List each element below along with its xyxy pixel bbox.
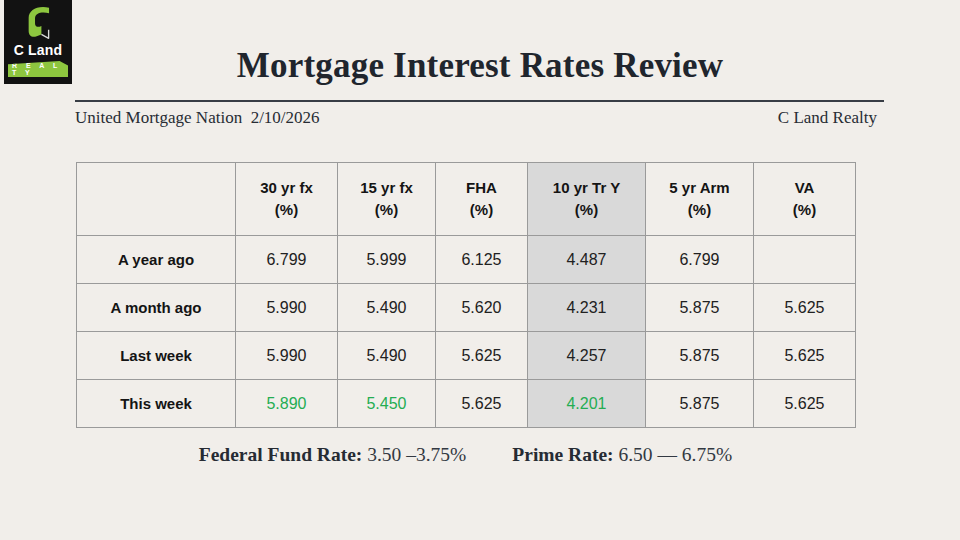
rate-cell: 5.875 [646,284,754,332]
rate-cell: 5.490 [338,284,436,332]
row-label: This week [77,380,236,428]
rate-cell: 4.487 [528,236,646,284]
table-header-row: 30 yr fx(%) 15 yr fx(%) FHA(%) 10 yr Tr … [77,163,856,236]
federal-fund-rate-value: 3.50 –3.75% [367,444,466,465]
rate-cell: 5.450 [338,380,436,428]
rate-cell: 5.620 [436,284,528,332]
federal-fund-rate-label: Federal Fund Rate: [199,444,363,465]
corner-cell [77,163,236,236]
subtitle-company: C Land Realty [778,108,877,128]
rate-cell: 6.799 [236,236,338,284]
prime-rate: Prime Rate: 6.50 — 6.75% [512,444,732,466]
column-header-15yr-fx: 15 yr fx(%) [338,163,436,236]
rate-cell: 5.490 [338,332,436,380]
rate-cell: 5.625 [436,332,528,380]
row-label: Last week [77,332,236,380]
rate-cell: 5.990 [236,332,338,380]
rate-cell: 4.201 [528,380,646,428]
prime-rate-label: Prime Rate: [512,444,613,465]
rate-cell: 6.799 [646,236,754,284]
subtitle-source-date: United Mortgage Nation 2/10/2026 [75,108,320,128]
prime-rate-value: 6.50 — 6.75% [618,444,732,465]
column-header-va: VA(%) [754,163,856,236]
rate-cell: 4.231 [528,284,646,332]
rate-cell: 5.890 [236,380,338,428]
row-label: A year ago [77,236,236,284]
federal-fund-rate: Federal Fund Rate: 3.50 –3.75% [199,444,467,466]
title-divider [75,100,884,102]
column-header-10yr-treasury: 10 yr Tr Y(%) [528,163,646,236]
table-row-this-week: This week 5.890 5.450 5.625 4.201 5.875 … [77,380,856,428]
rate-cell: 5.875 [646,380,754,428]
rate-cell: 5.990 [236,284,338,332]
column-header-30yr-fx: 30 yr fx(%) [236,163,338,236]
rate-cell: 5.625 [436,380,528,428]
c-land-logo-icon [21,5,55,41]
rate-cell: 4.257 [528,332,646,380]
rates-footnote: Federal Fund Rate: 3.50 –3.75% Prime Rat… [76,444,855,466]
rate-cell: 5.625 [754,332,856,380]
table-row-a-month-ago: A month ago 5.990 5.490 5.620 4.231 5.87… [77,284,856,332]
slide: C Land R E A L T Y Mortgage Interest Rat… [0,0,960,540]
rate-cell: 5.625 [754,380,856,428]
page-title: Mortgage Interest Rates Review [0,46,960,86]
rate-cell: 5.625 [754,284,856,332]
column-header-5yr-arm: 5 yr Arm(%) [646,163,754,236]
rate-cell: 5.875 [646,332,754,380]
table-row-last-week: Last week 5.990 5.490 5.625 4.257 5.875 … [77,332,856,380]
rate-cell [754,236,856,284]
rate-cell: 5.999 [338,236,436,284]
rate-cell: 6.125 [436,236,528,284]
rates-table: 30 yr fx(%) 15 yr fx(%) FHA(%) 10 yr Tr … [76,162,856,428]
table-row-a-year-ago: A year ago 6.799 5.999 6.125 4.487 6.799 [77,236,856,284]
row-label: A month ago [77,284,236,332]
column-header-fha: FHA(%) [436,163,528,236]
